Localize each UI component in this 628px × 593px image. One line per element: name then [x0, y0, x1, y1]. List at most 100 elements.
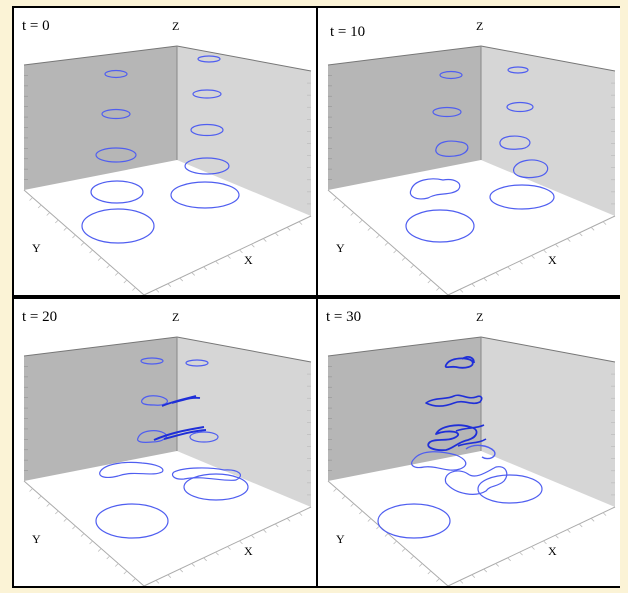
vortex-filament [99, 461, 164, 478]
axis-tick [350, 212, 354, 216]
axis-tick [350, 503, 354, 507]
vortex-filament [411, 451, 467, 471]
z-axis-label: Z [172, 19, 179, 33]
axis-tick [55, 219, 59, 224]
plot-3d-t0: Z Y X [23, 19, 312, 295]
back-wall [24, 46, 177, 190]
axis-tick [590, 227, 595, 231]
filament-dense [427, 424, 478, 452]
axis-tick [384, 533, 389, 537]
axis-tick [298, 512, 303, 516]
axis-tick [63, 227, 68, 231]
axis-tick [376, 234, 380, 239]
axis-tick [578, 232, 583, 237]
vortex-filament [499, 135, 531, 150]
wall-ticks [328, 75, 615, 205]
plot-3d-t30: Z Y X [327, 310, 616, 586]
axis-tick [471, 283, 476, 287]
axis-tick [519, 551, 523, 556]
axis-tick [543, 540, 547, 545]
axis-tick [80, 533, 85, 537]
axis-tick [106, 555, 110, 560]
x-axis-label: X [244, 544, 253, 558]
wall-ticks [24, 366, 311, 496]
axis-tick [286, 227, 291, 231]
axis-tick [459, 289, 464, 293]
axis-tick [191, 272, 195, 276]
vortex-ring [90, 180, 144, 204]
axis-tick [367, 518, 372, 522]
vortex-ring [439, 70, 463, 80]
axis-tick [251, 243, 255, 248]
axis-tick [132, 287, 136, 291]
figure-frame: Z Y X t = 0 Z Y X t = 10 Z Y X t = 20 Z Y X t = … [12, 6, 620, 588]
axis-tick [203, 557, 207, 562]
filament-dense [455, 424, 487, 447]
filament-dense [153, 426, 207, 441]
axis-tick [555, 243, 559, 248]
axis-tick [471, 574, 476, 578]
axis-tick [29, 488, 33, 492]
axis-tick [419, 272, 423, 276]
axis-tick [393, 540, 397, 545]
axis-tick [46, 503, 50, 507]
axis-tick [37, 204, 42, 209]
plot-3d-t20: Z Y X [23, 310, 312, 586]
axis-tick [384, 242, 389, 246]
axis-tick [167, 574, 172, 578]
vortex-filament [444, 466, 508, 495]
axis-tick [155, 580, 160, 584]
axis-tick [393, 249, 397, 254]
vortex-ring [95, 503, 169, 539]
y-axis-label: Y [32, 532, 41, 546]
axis-tick [191, 563, 195, 567]
axis-tick [507, 557, 511, 562]
vortex-ring [101, 108, 131, 120]
axis-tick [123, 570, 128, 575]
vortex-ring [489, 184, 555, 210]
axis-tick [215, 551, 219, 556]
axis-tick [167, 283, 172, 287]
axis-tick [401, 548, 406, 552]
axis-tick [215, 260, 219, 265]
panel-t20: Z Y X t = 20 [14, 299, 316, 586]
back-wall [328, 46, 481, 190]
axis-tick [37, 495, 42, 500]
back-wall [24, 337, 177, 481]
vortex-ring [190, 123, 224, 137]
filament-dense [161, 395, 201, 407]
box-walls [23, 45, 312, 216]
axis-tick [179, 568, 184, 573]
axis-tick [359, 219, 363, 224]
vortex-filament [141, 395, 168, 406]
axis-tick [89, 540, 93, 545]
axis-tick [341, 495, 346, 500]
vortex-ring [184, 157, 230, 175]
vortex-filament [171, 467, 241, 481]
z-axis-label: Z [476, 19, 483, 33]
axis-tick [341, 204, 346, 209]
y-axis-label: Y [336, 532, 345, 546]
vortex-ring [185, 359, 209, 367]
vortex-ring [170, 181, 240, 209]
axis-tick [29, 197, 33, 201]
side-wall [177, 337, 311, 507]
axis-tick [239, 540, 243, 545]
wall-ticks [328, 366, 615, 496]
panel-t30: Z Y X t = 30 [318, 299, 620, 586]
floor-edges [23, 480, 312, 586]
axis-tick [203, 266, 207, 271]
axis-tick [227, 255, 231, 259]
x-axis-label: X [548, 544, 557, 558]
vortex-ring [81, 208, 155, 244]
axis-tick [495, 563, 499, 567]
axis-tick [578, 523, 583, 528]
axis-tick [106, 264, 110, 269]
axis-tick [567, 238, 571, 242]
box-walls [327, 336, 616, 507]
x-axis-label: X [244, 253, 253, 267]
vortex-ring [104, 69, 128, 79]
vortex-ring [95, 147, 137, 163]
axis-tick [274, 232, 279, 237]
axis-tick [46, 212, 50, 216]
